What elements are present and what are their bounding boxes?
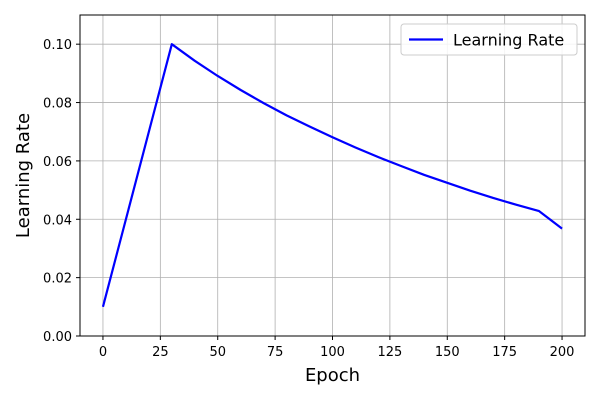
x-tick-label: 75 (267, 345, 284, 360)
legend-label: Learning Rate (453, 31, 564, 50)
x-tick-label: 100 (320, 345, 345, 360)
x-tick-label: 25 (152, 345, 169, 360)
x-tick-label: 125 (377, 345, 402, 360)
y-tick-label: 0.06 (43, 155, 72, 170)
legend-box (400, 23, 578, 56)
y-tick-label: 0.02 (43, 272, 72, 287)
series-line (101, 43, 563, 308)
x-tick-label: 175 (492, 345, 517, 360)
x-axis-title: Epoch (305, 365, 360, 386)
y-tick-label: 0.00 (43, 330, 72, 345)
y-tick-label: 0.08 (43, 97, 72, 112)
x-tick-label: 50 (209, 345, 226, 360)
axes-layer: 0 25 50 75 100 125 150 175 200 0.00 0.02 0.04 0.06 0.… (43, 14, 586, 360)
y-axis-title: Learning Rate (13, 113, 34, 238)
x-tick-label: 150 (435, 345, 460, 360)
y-tick-label: 0.10 (43, 38, 72, 53)
x-tick-label: 0 (99, 345, 107, 360)
x-tick-label: 200 (550, 345, 575, 360)
y-tick-label: 0.04 (43, 213, 72, 228)
grid-layer (80, 15, 585, 337)
series-layer (101, 43, 563, 308)
legend: Learning Rate (400, 23, 578, 56)
